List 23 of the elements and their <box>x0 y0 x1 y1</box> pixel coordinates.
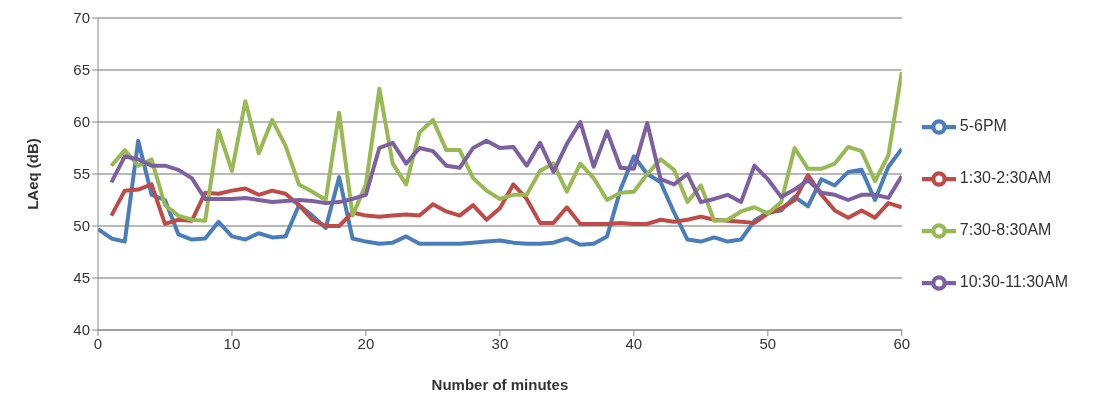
x-tick-label: 0 <box>93 334 103 352</box>
legend-label: 1:30-2:30AM <box>959 169 1052 186</box>
x-tick-label: 40 <box>625 334 643 352</box>
line-series <box>109 70 902 223</box>
line-series <box>109 120 902 206</box>
line-series <box>109 173 902 228</box>
y-tick-label: 45 <box>73 269 90 287</box>
y-tick-label: 55 <box>73 165 90 183</box>
y-tick-label: 70 <box>73 9 90 27</box>
y-tick-label: 65 <box>73 61 90 79</box>
y-tick-label: 60 <box>73 113 90 131</box>
y-axis-title: LAeq (dB) <box>24 138 42 210</box>
x-tick-label: 10 <box>223 334 241 352</box>
x-tick-label: 30 <box>491 334 509 352</box>
x-axis-title: Number of minutes <box>431 376 569 393</box>
x-tick-label: 50 <box>759 334 777 352</box>
x-tick-label: 60 <box>893 334 911 352</box>
x-tick-label: 20 <box>357 334 375 352</box>
legend-label: 5-6PM <box>959 117 1007 134</box>
y-tick-label: 50 <box>73 217 90 235</box>
y-tick-label: 40 <box>73 321 90 339</box>
legend-label: 7:30-8:30AM <box>959 221 1052 238</box>
legend-label: 10:30-11:30AM <box>959 273 1068 290</box>
